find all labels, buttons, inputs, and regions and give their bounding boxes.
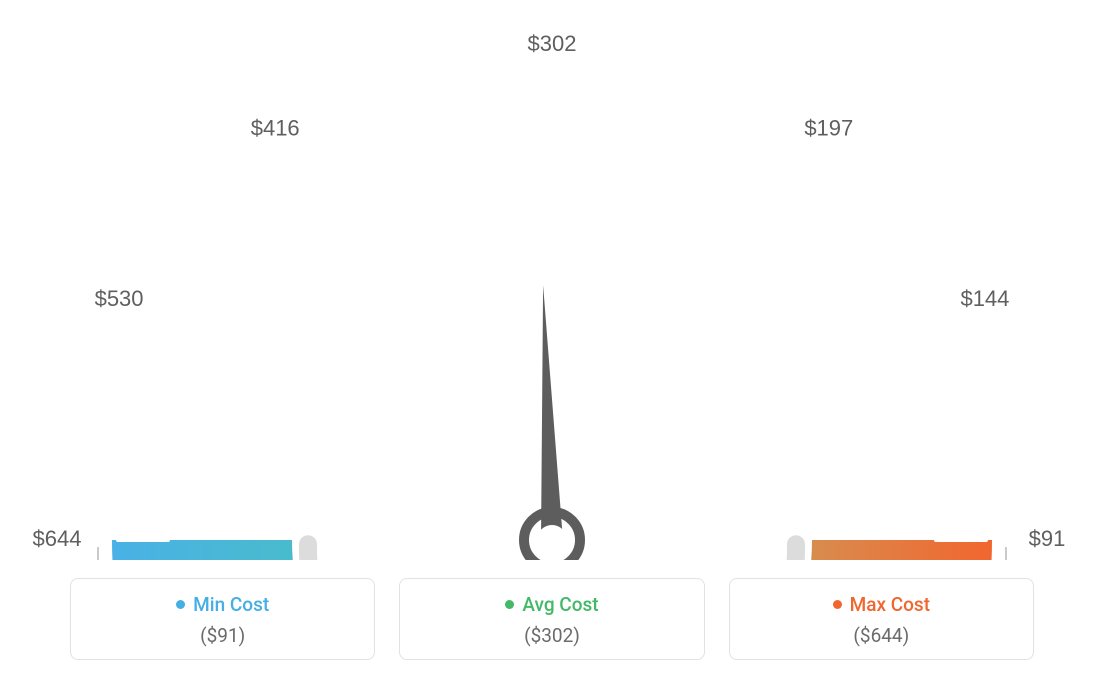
legend-value-min: ($91) [81, 624, 364, 647]
legend-label-min: Min Cost [193, 593, 269, 616]
legend-row: Min Cost ($91) Avg Cost ($302) Max Cost … [70, 578, 1034, 660]
gauge-svg: $91 $144 $197 $302 $416 $530 $644 [0, 0, 1104, 560]
legend-dot-min [176, 600, 185, 609]
svg-text:$416: $416 [251, 115, 300, 140]
legend-value-avg: ($302) [410, 624, 693, 647]
legend-card-max: Max Cost ($644) [729, 578, 1034, 660]
svg-text:$302: $302 [528, 31, 577, 56]
legend-card-min: Min Cost ($91) [70, 578, 375, 660]
legend-label-max: Max Cost [850, 593, 930, 616]
legend-value-max: ($644) [740, 624, 1023, 647]
legend-label-row-max: Max Cost [740, 593, 1023, 616]
svg-text:$530: $530 [95, 286, 144, 311]
legend-card-avg: Avg Cost ($302) [399, 578, 704, 660]
svg-text:$91: $91 [1029, 526, 1066, 551]
svg-text:$144: $144 [960, 286, 1009, 311]
legend-dot-max [833, 600, 842, 609]
cost-gauge-widget: $91 $144 $197 $302 $416 $530 $644 Min Cost ($9… [0, 0, 1104, 690]
svg-text:$197: $197 [804, 115, 853, 140]
legend-label-avg: Avg Cost [522, 593, 598, 616]
legend-label-row-min: Min Cost [81, 593, 364, 616]
svg-text:$644: $644 [33, 526, 82, 551]
legend-label-row-avg: Avg Cost [410, 593, 693, 616]
gauge-chart: $91 $144 $197 $302 $416 $530 $644 [0, 0, 1104, 560]
legend-dot-avg [505, 600, 514, 609]
